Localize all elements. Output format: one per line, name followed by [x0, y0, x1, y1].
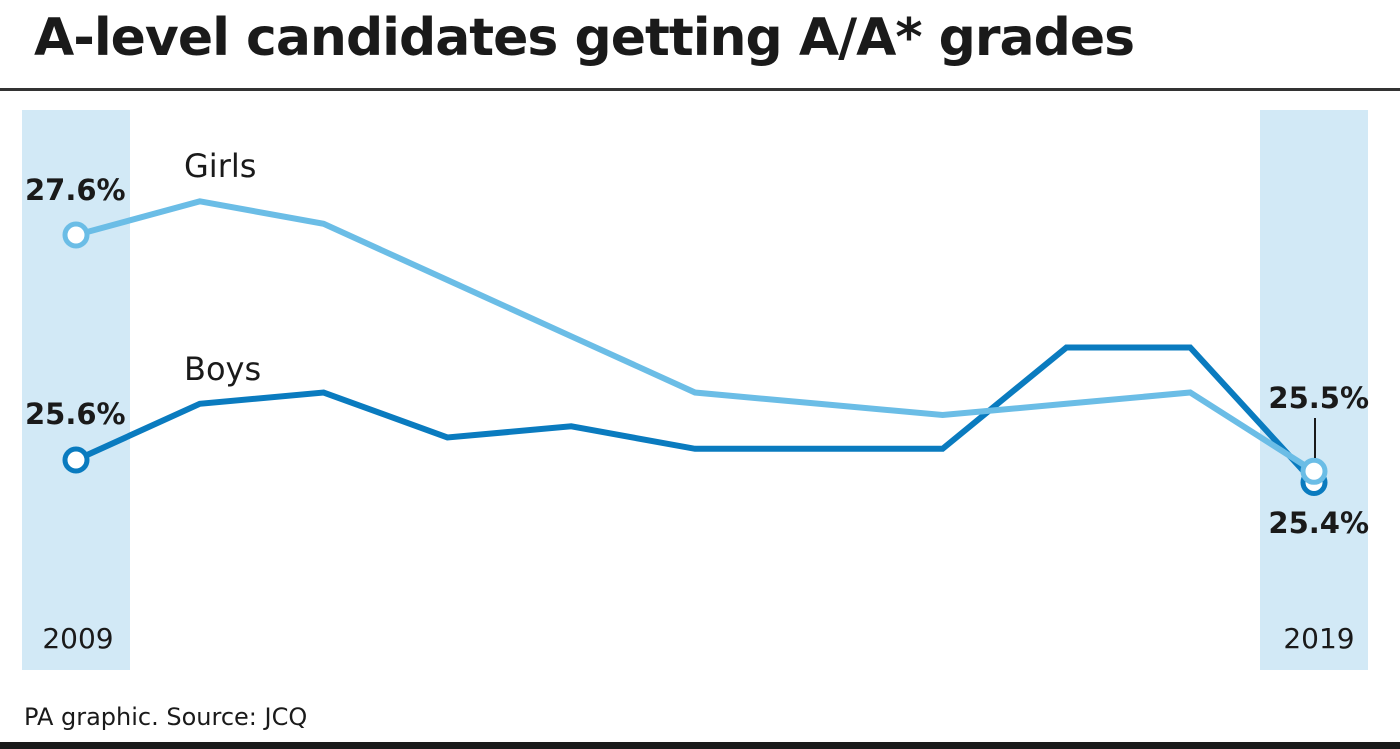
point-marker-boys-2009 — [62, 446, 90, 474]
end-markers — [62, 221, 1328, 496]
source-note: PA graphic. Source: JCQ — [24, 703, 308, 731]
x-tick-label-2009: 2009 — [42, 622, 113, 655]
chart-title: A-level candidates getting A/A* grades — [34, 8, 1135, 68]
point-marker-girls-2009 — [62, 221, 90, 249]
x-tick-label-2019: 2019 — [1283, 622, 1354, 655]
girls-end-label: 25.5% — [1268, 381, 1369, 415]
series-line-boys — [74, 344, 1317, 485]
girls-start-label: 27.6% — [25, 173, 126, 207]
highlight-band-2009 — [22, 110, 130, 670]
line-chart: 27.6% 25.6% 25.5% 25.4% Girls Boys 2009 … — [22, 110, 1369, 670]
series-label-girls: Girls — [184, 147, 256, 185]
series-lines — [74, 198, 1317, 485]
point-marker-girls-2019 — [1300, 457, 1328, 485]
boys-end-label: 25.4% — [1268, 506, 1369, 540]
bottom-rule — [0, 742, 1400, 749]
highlight-bands — [22, 110, 1368, 670]
series-line-girls — [75, 198, 1316, 474]
series-label-boys: Boys — [184, 350, 261, 388]
title-divider — [0, 88, 1400, 91]
boys-start-label: 25.6% — [25, 397, 126, 431]
highlight-band-2019 — [1260, 110, 1368, 670]
